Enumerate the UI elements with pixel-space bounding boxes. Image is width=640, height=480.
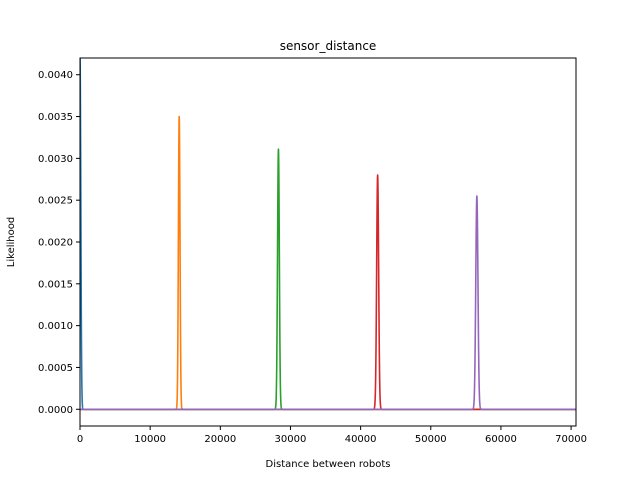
y-axis: 0.0000 0.0005 0.0010 0.0015 0.0020 0.0025 0.00… [38,70,80,416]
y-tick-label: 0.0000 [38,405,73,416]
x-tick-label: 50000 [415,434,447,445]
y-tick-label: 0.0025 [38,196,73,207]
x-axis: 0 10000 20000 30000 40000 50000 60000 70000 [77,426,587,445]
x-tick-label: 40000 [345,434,377,445]
x-tick-label: 30000 [275,434,307,445]
series-line-5 [80,195,576,411]
y-tick-label: 0.0010 [38,321,73,332]
x-tick-label: 60000 [485,434,517,445]
series-layer [80,58,576,411]
y-tick-label: 0.0020 [38,238,73,249]
x-tick-label: 10000 [134,434,166,445]
chart-title: sensor_distance [280,39,377,53]
x-axis-label: Distance between robots [266,459,391,470]
y-tick-label: 0.0015 [38,279,73,290]
y-tick-label: 0.0040 [38,70,73,81]
x-tick-label: 70000 [555,434,587,445]
y-tick-label: 0.0035 [38,112,73,123]
x-tick-label: 20000 [204,434,236,445]
y-tick-label: 0.0005 [38,363,73,374]
x-tick-label: 0 [77,434,83,445]
y-tick-label: 0.0030 [38,154,73,165]
y-axis-label: Likelihood [6,217,17,267]
